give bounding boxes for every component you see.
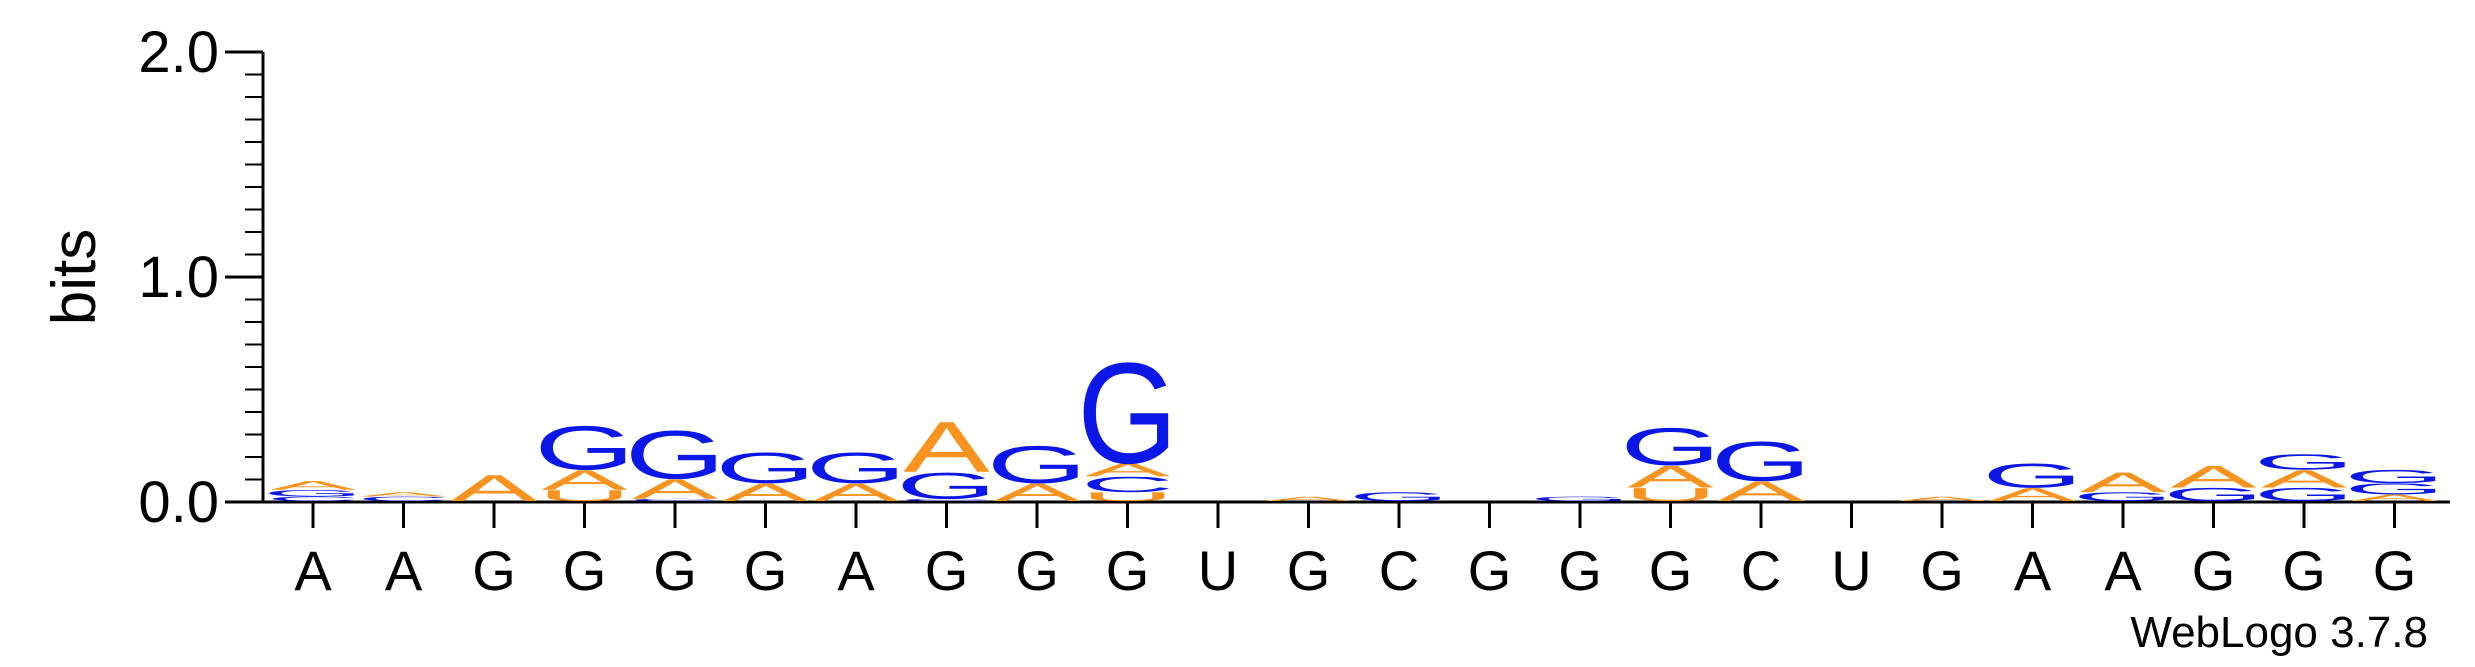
logo-letter-A: A	[722, 478, 808, 506]
logo-letter-G: G	[2073, 490, 2174, 504]
logo-letter-A: A	[2351, 493, 2437, 503]
x-tick-label: A	[2104, 539, 2142, 602]
y-axis-label: bits	[40, 229, 109, 325]
x-tick-label: G	[472, 539, 516, 602]
x-tick-label: G	[1287, 539, 1331, 602]
x-tick-label: G	[925, 539, 969, 602]
x-tick-label: G	[1649, 539, 1693, 602]
logo-letter-C: C	[900, 498, 993, 501]
x-tick-label: A	[2014, 539, 2052, 602]
x-tick-label: C	[1741, 539, 1781, 602]
logo-letter-G: G	[2163, 484, 2264, 505]
logo-letter-A: A	[632, 473, 719, 505]
weblogo-credit: WebLogo 3.7.8	[2130, 608, 2428, 657]
logo-letter-G: G	[1077, 332, 1178, 493]
x-tick-label: G	[1920, 539, 1964, 602]
logo-letter-A: A	[813, 478, 899, 506]
logo-letter-A: A	[360, 491, 446, 498]
x-tick-label: A	[837, 539, 875, 602]
x-tick-label: U	[1831, 539, 1871, 602]
logo-letter-G: G	[2254, 450, 2355, 475]
logo-letter-G: G	[1711, 431, 1812, 494]
x-tick-label: G	[2373, 539, 2417, 602]
x-tick-label: G	[1106, 539, 1150, 602]
logo-letter-G: G	[1620, 417, 1721, 477]
logo-letter-A: A	[1265, 495, 1351, 502]
logo-letter-A: A	[541, 464, 628, 496]
x-tick-label: G	[2192, 539, 2236, 602]
logo-letter-G: G	[2344, 466, 2445, 487]
x-tick-label: C	[1379, 539, 1419, 602]
logo-letter-A: A	[2261, 465, 2347, 493]
logo-letter-C: C	[628, 498, 721, 501]
logo-letter-A: A	[903, 407, 990, 487]
logo-letter-A: A	[994, 478, 1080, 506]
x-tick-label: G	[2282, 539, 2326, 602]
x-tick-label: G	[1468, 539, 1512, 602]
y-tick-label: 0.0	[138, 470, 219, 535]
x-tick-label: U	[1198, 539, 1238, 602]
logo-letter-A: A	[270, 479, 357, 493]
logo-letter-U: U	[1624, 484, 1717, 505]
x-tick-label: A	[294, 539, 332, 602]
y-tick-label: 1.0	[138, 245, 219, 310]
logo-letter-A: A	[2080, 466, 2167, 498]
logo-letter-G: G	[263, 488, 364, 498]
logo-letter-G: G	[1530, 495, 1631, 502]
logo-letter-G: G	[806, 444, 907, 492]
logo-letter-G: G	[2254, 484, 2355, 505]
logo-letter-C: C	[1081, 472, 1174, 497]
x-tick-label: G	[1558, 539, 1602, 602]
logo-letter-U: U	[1081, 490, 1174, 504]
x-tick-label: G	[1015, 539, 1059, 602]
logo-letter-G: G	[534, 413, 635, 483]
logo-letter-A: A	[2170, 459, 2257, 494]
logo-letter-G: G	[1349, 490, 1450, 504]
logo-letter-G: G	[715, 444, 816, 492]
logo-letter-G: G	[987, 435, 1088, 495]
logo-letter-C: C	[357, 495, 450, 502]
x-tick-label: A	[385, 539, 423, 602]
logo-letter-U: U	[538, 487, 631, 504]
logo-letter-A: A	[1989, 484, 2076, 505]
logo-letter-G: G	[896, 465, 997, 507]
x-tick-label: G	[563, 539, 607, 602]
y-tick-label: 2.0	[138, 20, 219, 85]
logo-letter-G: G	[2344, 480, 2445, 497]
logo-letter-A: A	[1084, 459, 1171, 480]
logo-letter-G: G	[1982, 457, 2083, 495]
x-tick-label: G	[744, 539, 788, 602]
logo-letter-A: A	[1718, 475, 1805, 507]
logo-letter-A: A	[1627, 459, 1714, 494]
x-tick-label: G	[653, 539, 697, 602]
logo-letter-A: A	[1899, 495, 1985, 502]
logo-letter-C: C	[266, 495, 359, 502]
y-ticks: 0.0 1.0 2.0	[138, 20, 263, 535]
logo-letter-G: G	[625, 416, 726, 493]
